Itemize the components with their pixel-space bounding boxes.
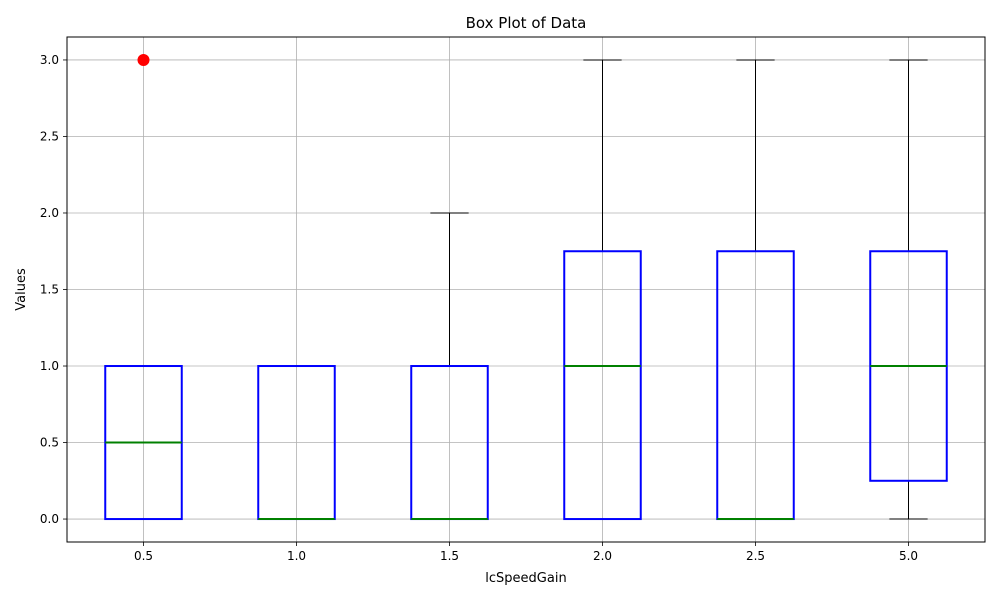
chart-title: Box Plot of Data bbox=[466, 14, 587, 32]
x-axis-label: lcSpeedGain bbox=[485, 571, 566, 586]
y-tick-label: 1.5 bbox=[40, 283, 59, 297]
y-tick-label: 0.5 bbox=[40, 436, 59, 450]
x-tick-label: 1.5 bbox=[440, 549, 459, 563]
x-tick-label: 2.5 bbox=[746, 549, 765, 563]
y-tick-label: 3.0 bbox=[40, 53, 59, 67]
y-tick-label: 2.0 bbox=[40, 206, 59, 220]
y-tick-label: 0.0 bbox=[40, 512, 59, 526]
x-tick-label: 2.0 bbox=[593, 549, 612, 563]
y-axis-label: Values bbox=[14, 268, 29, 311]
y-tick-label: 1.0 bbox=[40, 359, 59, 373]
flier-point bbox=[137, 53, 150, 66]
y-tick-label: 2.5 bbox=[40, 129, 59, 143]
x-tick-label: 0.5 bbox=[134, 549, 153, 563]
box-2.0 bbox=[563, 250, 642, 521]
x-tick-label: 1.0 bbox=[287, 549, 306, 563]
tick-layer: 0.0 0.5 1.0 1.5 2.0 2.5 3.0 0.5 1.0 1.5 2.0 2.5 5.0 bbox=[40, 53, 918, 563]
box-layer bbox=[104, 53, 948, 521]
x-tick-label: 5.0 bbox=[899, 549, 918, 563]
